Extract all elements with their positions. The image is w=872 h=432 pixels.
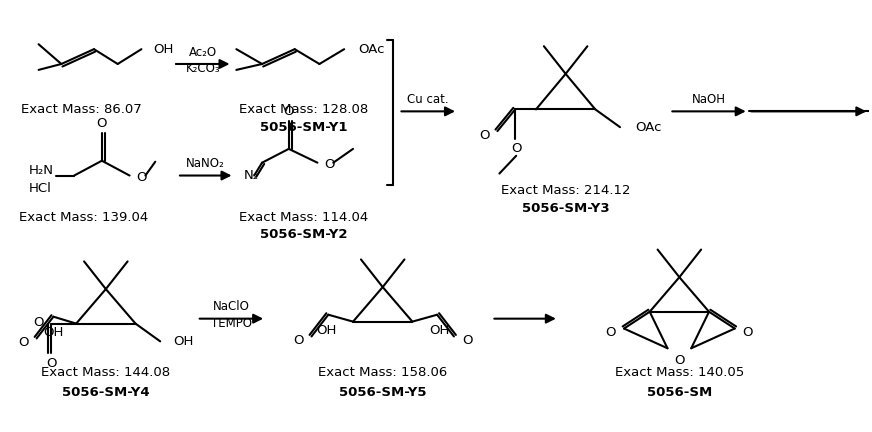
Text: OH: OH <box>44 326 64 339</box>
Text: Exact Mass: 86.07: Exact Mass: 86.07 <box>21 103 141 116</box>
Text: NaClO: NaClO <box>213 300 250 313</box>
Text: Exact Mass: 114.04: Exact Mass: 114.04 <box>239 212 368 225</box>
Text: 5056-SM-Y2: 5056-SM-Y2 <box>260 228 347 241</box>
Text: H₂N: H₂N <box>29 164 54 177</box>
Text: Exact Mass: 214.12: Exact Mass: 214.12 <box>501 184 630 197</box>
Text: Cu cat.: Cu cat. <box>407 93 449 106</box>
Text: O: O <box>137 171 147 184</box>
Text: 5056-SM-Y4: 5056-SM-Y4 <box>62 386 150 399</box>
Text: O: O <box>46 356 57 370</box>
Text: NaOH: NaOH <box>692 93 726 106</box>
Text: O: O <box>18 336 29 349</box>
Text: Ac₂O: Ac₂O <box>188 46 217 59</box>
Text: OH: OH <box>153 43 174 56</box>
Text: TEMPO: TEMPO <box>211 317 252 330</box>
Text: O: O <box>605 326 617 339</box>
Text: Exact Mass: 140.05: Exact Mass: 140.05 <box>615 366 744 379</box>
Text: O: O <box>283 105 294 118</box>
Text: OAc: OAc <box>358 43 385 56</box>
Text: OH: OH <box>317 324 337 337</box>
Text: N₂: N₂ <box>244 169 259 182</box>
Text: 5056-SM-Y3: 5056-SM-Y3 <box>521 202 610 215</box>
Text: O: O <box>324 158 335 171</box>
Text: HCl: HCl <box>29 182 51 195</box>
Text: K₂CO₃: K₂CO₃ <box>186 62 220 76</box>
Text: 5056-SM-Y1: 5056-SM-Y1 <box>260 121 347 133</box>
Text: O: O <box>33 316 44 329</box>
Text: O: O <box>462 334 473 347</box>
Text: Exact Mass: 158.06: Exact Mass: 158.06 <box>318 366 447 379</box>
Text: OH: OH <box>173 335 194 348</box>
Text: O: O <box>97 117 107 130</box>
Text: 5056-SM: 5056-SM <box>647 386 712 399</box>
Text: O: O <box>674 354 685 367</box>
Text: Exact Mass: 144.08: Exact Mass: 144.08 <box>41 366 170 379</box>
Text: O: O <box>479 129 489 142</box>
Text: Exact Mass: 128.08: Exact Mass: 128.08 <box>239 103 368 116</box>
Text: O: O <box>743 326 753 339</box>
Text: OAc: OAc <box>635 121 661 133</box>
Text: NaNO₂: NaNO₂ <box>187 157 225 170</box>
Text: OH: OH <box>429 324 449 337</box>
Text: 5056-SM-Y5: 5056-SM-Y5 <box>339 386 426 399</box>
Text: O: O <box>511 143 521 156</box>
Text: O: O <box>293 334 303 347</box>
Text: Exact Mass: 139.04: Exact Mass: 139.04 <box>19 212 149 225</box>
